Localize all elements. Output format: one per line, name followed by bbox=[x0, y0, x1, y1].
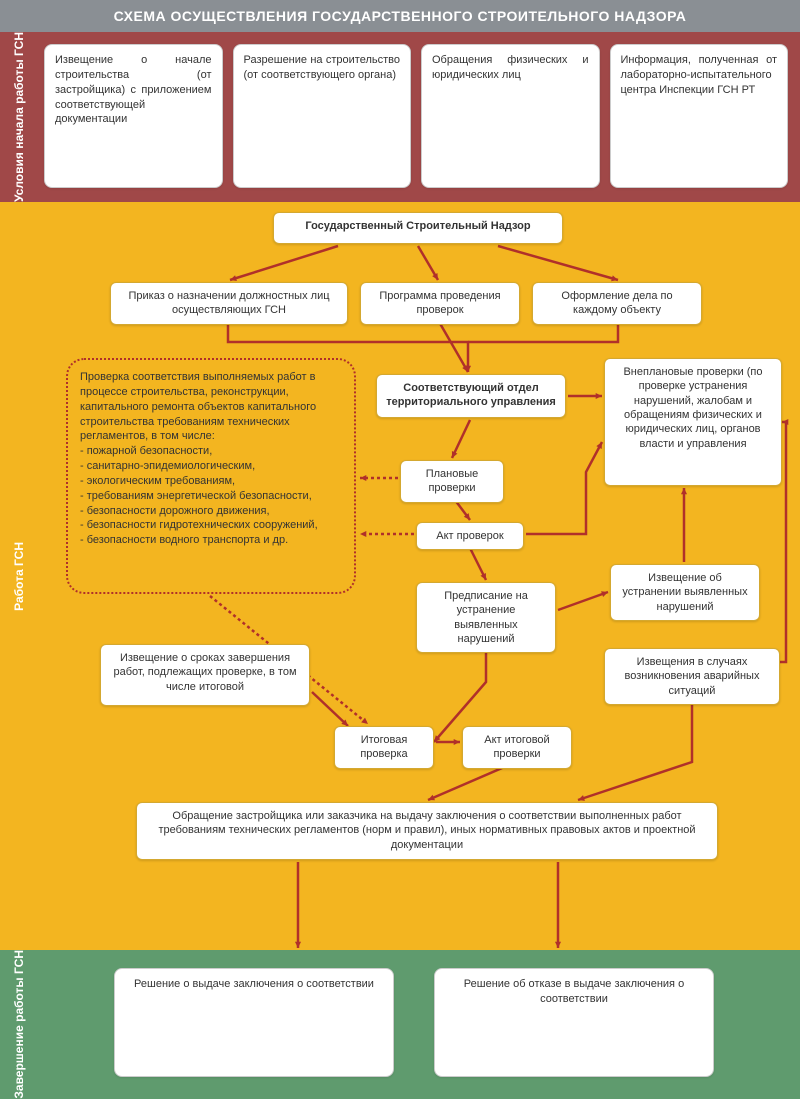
dotted-requirements: Проверка соответствия выполняемых работ … bbox=[66, 358, 356, 594]
node-prikaz: Приказ о назначении должностных лиц осущ… bbox=[110, 282, 348, 325]
box-notice-start: Извещение о начале строительства (от зас… bbox=[44, 44, 223, 188]
node-vneplan: Внеплановые проверки (по проверке устран… bbox=[604, 358, 782, 486]
green-content: Решение о выдаче заключения о соответств… bbox=[38, 950, 800, 1099]
box-decision-issue: Решение о выдаче заключения о соответств… bbox=[114, 968, 394, 1077]
node-izv_avar: Извещения в случаях возникновения аварий… bbox=[604, 648, 780, 705]
node-akt_itog: Акт итоговой проверки bbox=[462, 726, 572, 769]
section-completion: Завершение работы ГСН Решение о выдаче з… bbox=[0, 950, 800, 1099]
node-obrash: Обращение застройщика или заказчика на в… bbox=[136, 802, 718, 860]
box-lab-info: Информация, полученная от лабораторно-ис… bbox=[610, 44, 789, 188]
node-oformlenie: Оформление дела по каждому объекту bbox=[532, 282, 702, 325]
section-label-green: Завершение работы ГСН bbox=[0, 950, 38, 1099]
node-otdel: Соответствующий отдел территориального у… bbox=[376, 374, 566, 418]
box-appeals: Обращения физических и юридических лиц bbox=[421, 44, 600, 188]
section-work: Работа ГСН Государственный Строительный … bbox=[0, 202, 800, 950]
box-decision-refuse: Решение об отказе в выдаче заключения о … bbox=[434, 968, 714, 1077]
box-permit: Разрешение на строительство (от соответс… bbox=[233, 44, 412, 188]
section-conditions: Условия начала работы ГСН Извещение о на… bbox=[0, 32, 800, 202]
node-predpisanie: Предписание на устранение выявленных нар… bbox=[416, 582, 556, 653]
diagram-title: СХЕМА ОСУЩЕСТВЛЕНИЯ ГОСУДАРСТВЕННОГО СТР… bbox=[0, 0, 800, 32]
node-gsn: Государственный Строительный Надзор bbox=[273, 212, 563, 244]
node-izv_ustran: Извещение об устранении выявленных наруш… bbox=[610, 564, 760, 621]
node-akt: Акт проверок bbox=[416, 522, 524, 550]
red-content: Извещение о начале строительства (от зас… bbox=[38, 32, 800, 202]
yellow-content: Государственный Строительный Надзор Прика… bbox=[38, 202, 800, 950]
node-izv_srok: Извещение о сроках завершения работ, под… bbox=[100, 644, 310, 706]
node-itog: Итоговая проверка bbox=[334, 726, 434, 769]
section-label-red: Условия начала работы ГСН bbox=[0, 32, 38, 202]
section-label-yellow: Работа ГСН bbox=[0, 202, 38, 950]
node-programma: Программа проведения проверок bbox=[360, 282, 520, 325]
node-plan: Плановые проверки bbox=[400, 460, 504, 503]
